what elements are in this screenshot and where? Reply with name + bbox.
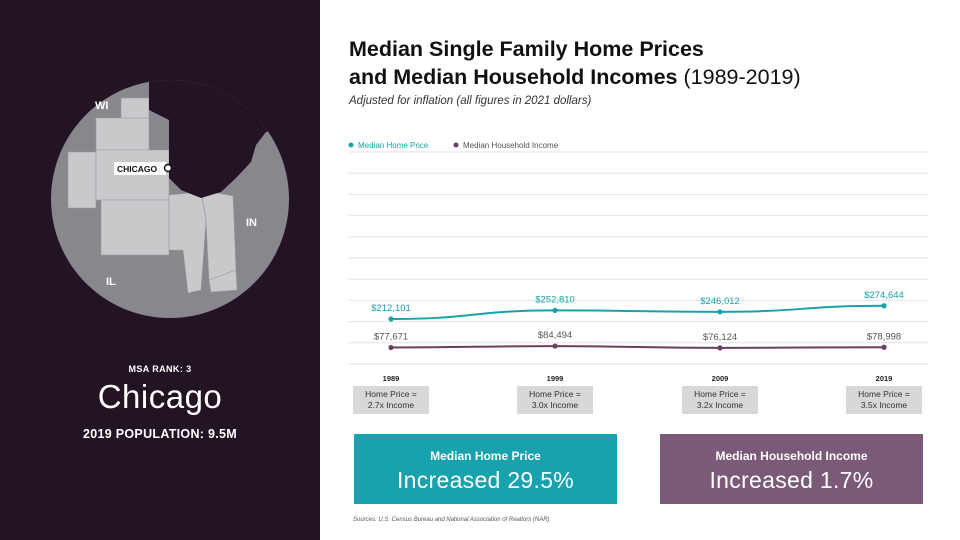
data-point [552, 307, 558, 314]
data-point [552, 343, 558, 349]
data-point [717, 345, 723, 351]
state-label-wi: WI [95, 100, 108, 112]
data-point [388, 316, 394, 322]
ratio-text: 3.5x Income [861, 400, 908, 410]
ratio-text: Home Price = [858, 389, 910, 399]
x-tick-label: 1999 [547, 374, 564, 383]
income-summary-header: Median Household Income [715, 449, 868, 463]
line-chart: Median Home Price Median Household Income… [348, 141, 928, 414]
home-price-summary: Median Home Price Increased 29.5% [354, 434, 617, 504]
city-name: Chicago [97, 378, 223, 415]
ratio-box [682, 386, 758, 414]
ratio-text: Home Price = [365, 389, 417, 399]
title-years: (1989-2019) [683, 65, 801, 89]
data-label: $252,810 [535, 294, 575, 305]
ratio-text: 3.0x Income [532, 400, 579, 410]
data-label: $84,494 [538, 330, 572, 341]
city-marker [163, 163, 173, 173]
title-line-2-main: and Median Household Incomes [349, 65, 678, 89]
city-label-bg [114, 162, 166, 175]
state-label-il: IL [106, 276, 116, 288]
msa-rank: MSA RANK: 3 [128, 364, 192, 374]
ratio-box [517, 386, 593, 414]
ratio-text: 2.7x Income [368, 400, 415, 410]
ratio-text: 3.2x Income [697, 400, 744, 410]
home-summary-value: Increased 29.5% [396, 467, 575, 493]
x-tick-label: 2009 [712, 374, 729, 383]
ratio-text: Home Price = [694, 389, 746, 399]
ratio-text: Home Price = [529, 389, 581, 399]
left-panel: WI IN IL CHICAGO MSA RANK: 3 Chicago 201… [0, 0, 320, 540]
legend-label-1: Median Household Income [463, 141, 559, 150]
home-summary-header: Median Home Price [430, 449, 541, 463]
data-label: $78,998 [867, 331, 901, 342]
legend-marker-1 [453, 142, 459, 148]
data-label: $246,012 [700, 296, 740, 307]
chart-title: Median Single Family Home Prices and Med… [349, 35, 939, 91]
series-line-0 [390, 304, 885, 321]
data-point [388, 344, 394, 351]
ratio-box [353, 386, 429, 414]
ratio-box [846, 386, 922, 414]
income-summary-value: Increased 1.7% [709, 467, 874, 493]
sources-note: Sources: U.S. Census Bureau and National… [353, 517, 550, 523]
chart-subtitle: Adjusted for inflation (all figures in 2… [349, 95, 592, 107]
data-point [717, 309, 723, 315]
series-line-1 [390, 345, 885, 349]
data-label: $212,101 [371, 303, 411, 314]
data-label: $76,124 [703, 332, 737, 343]
title-line-1: Median Single Family Home Prices [349, 37, 704, 61]
legend-label-0: Median Home Price [358, 141, 429, 150]
x-tick-label: 1989 [383, 374, 400, 383]
title-line-2: and Median Household Incomes (1989-2019) [349, 63, 939, 91]
data-point [881, 303, 887, 309]
data-label: $274,644 [864, 290, 904, 301]
chicago-map: WI IN IL CHICAGO [51, 80, 289, 318]
data-label: $77,671 [374, 332, 408, 343]
state-label-in: IN [246, 217, 257, 229]
x-tick-label: 2019 [876, 374, 893, 383]
legend-marker-0 [348, 142, 354, 148]
population: 2019 POPULATION: 9.5M [82, 427, 238, 441]
data-point [881, 344, 887, 350]
city-label-chicago: CHICAGO [117, 164, 158, 174]
household-income-summary: Median Household Income Increased 1.7% [660, 434, 923, 504]
